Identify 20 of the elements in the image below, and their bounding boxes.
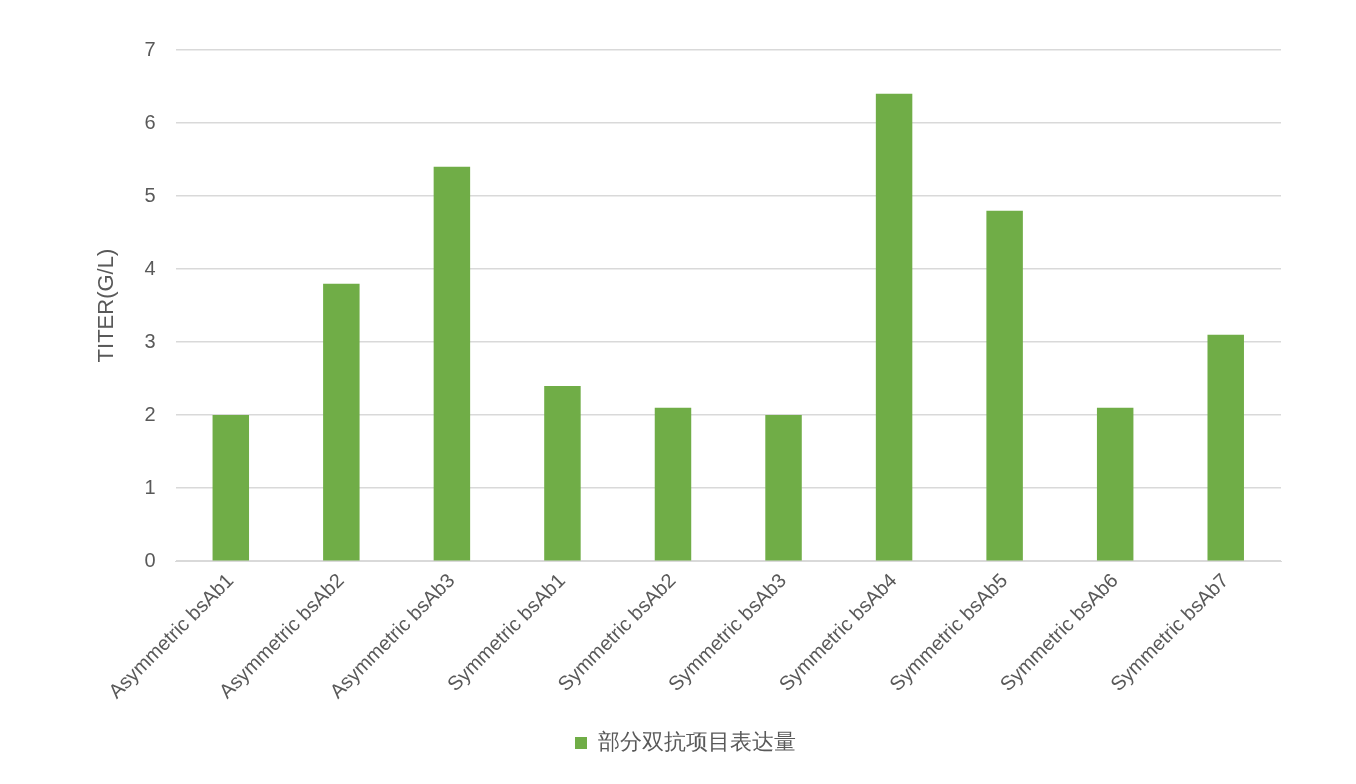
bar <box>544 385 581 561</box>
bar <box>986 210 1023 561</box>
bar <box>875 93 913 561</box>
y-tick-label: 6 <box>144 110 156 133</box>
bar <box>654 407 692 561</box>
y-tick-label: 1 <box>144 475 156 498</box>
bar <box>212 415 250 561</box>
bar <box>323 283 360 561</box>
bar <box>1096 407 1134 561</box>
y-tick-label: 4 <box>144 256 156 279</box>
y-axis-title: TITER(G/L) <box>93 248 119 363</box>
y-tick-label: 2 <box>144 402 156 425</box>
y-tick-label: 7 <box>144 37 156 60</box>
y-tick-label: 0 <box>144 548 156 571</box>
y-tick-label: 3 <box>144 329 156 352</box>
legend-label: 部分双抗项目表达量 <box>598 729 796 755</box>
y-tick-label: 5 <box>144 183 156 206</box>
bar <box>433 166 471 561</box>
bar <box>765 415 802 561</box>
bar <box>1207 334 1244 561</box>
